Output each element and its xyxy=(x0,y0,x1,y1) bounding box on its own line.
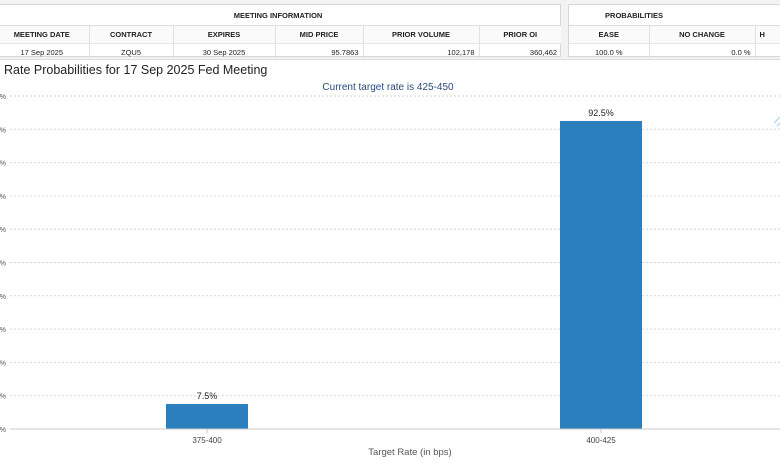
probabilities-table: PROBABILITIES EASE NO CHANGE H 100.0 % 0… xyxy=(569,5,780,61)
probabilities-header-spacer xyxy=(755,5,780,26)
y-tick-label: % xyxy=(0,327,6,334)
meeting-information-header: MEETING INFORMATION xyxy=(0,5,562,26)
expires-value: 30 Sep 2025 xyxy=(173,43,276,61)
col-hike[interactable]: H xyxy=(755,25,780,44)
meeting-information-panel: MEETING INFORMATION MEETING DATE CONTRAC… xyxy=(0,4,562,61)
y-tick-label: % xyxy=(0,261,6,268)
no-change-value: 0.0 % xyxy=(649,43,756,61)
mid-price-value: 95.7863 xyxy=(275,43,364,61)
probabilities-panel: PROBABILITIES EASE NO CHANGE H 100.0 % 0… xyxy=(568,4,780,61)
table-row: 100.0 % 0.0 % xyxy=(569,43,780,61)
ease-value: 100.0 % xyxy=(569,43,650,61)
meeting-information-table: MEETING INFORMATION MEETING DATE CONTRAC… xyxy=(0,5,562,61)
y-tick-label: % xyxy=(0,227,6,234)
probabilities-header: PROBABILITIES xyxy=(569,5,756,26)
y-tick-label: % xyxy=(0,394,6,401)
y-tick-label: % xyxy=(0,194,6,201)
chart-resize-icon[interactable] xyxy=(773,113,780,129)
y-tick-label: % xyxy=(0,161,6,168)
chart-title: Rate Probabilities for 17 Sep 2025 Fed M… xyxy=(4,63,268,77)
bar-375-400[interactable] xyxy=(166,404,248,429)
rate-probabilities-chart: Rate Probabilities for 17 Sep 2025 Fed M… xyxy=(0,59,780,471)
col-meeting-date[interactable]: MEETING DATE xyxy=(0,25,90,44)
col-prior-oi[interactable]: PRIOR OI xyxy=(479,25,562,44)
grid-lines xyxy=(10,95,780,397)
x-tick-labels: 375-400 400-425 xyxy=(192,429,616,445)
chart-plot: %%%%%%%%%%% 7.5% 92.5% 375-400 400-425 Tar… xyxy=(0,94,780,458)
bars: 7.5% 92.5% xyxy=(166,108,642,429)
col-mid-price[interactable]: MID PRICE xyxy=(275,25,364,44)
table-row: 17 Sep 2025 ZQU5 30 Sep 2025 95.7863 102… xyxy=(0,43,561,61)
x-axis-title: Target Rate (in bps) xyxy=(368,447,451,458)
y-tick-label: % xyxy=(0,127,6,134)
x-tick-label-375-400: 375-400 xyxy=(192,436,222,445)
data-label-400-425: 92.5% xyxy=(588,108,614,118)
x-tick-label-400-425: 400-425 xyxy=(586,436,616,445)
col-ease[interactable]: EASE xyxy=(569,25,650,44)
meeting-date-value: 17 Sep 2025 xyxy=(0,43,90,61)
col-no-change[interactable]: NO CHANGE xyxy=(649,25,756,44)
prior-oi-value: 360,462 xyxy=(529,48,558,57)
contract-value: ZQU5 xyxy=(89,43,174,61)
chart-subtitle: Current target rate is 425-450 xyxy=(322,82,454,93)
col-prior-volume[interactable]: PRIOR VOLUME xyxy=(363,25,480,44)
prior-volume-value: 102,178 xyxy=(363,43,480,61)
y-tick-label: % xyxy=(0,294,6,301)
y-tick-label: % xyxy=(0,94,6,101)
y-tick-label: % xyxy=(0,360,6,367)
col-expires[interactable]: EXPIRES xyxy=(173,25,276,44)
y-tick-label: % xyxy=(0,427,6,434)
bar-400-425[interactable] xyxy=(560,120,642,429)
col-contract[interactable]: CONTRACT xyxy=(89,25,174,44)
data-label-375-400: 7.5% xyxy=(197,391,218,401)
y-tick-labels: %%%%%%%%%%% xyxy=(0,94,6,434)
